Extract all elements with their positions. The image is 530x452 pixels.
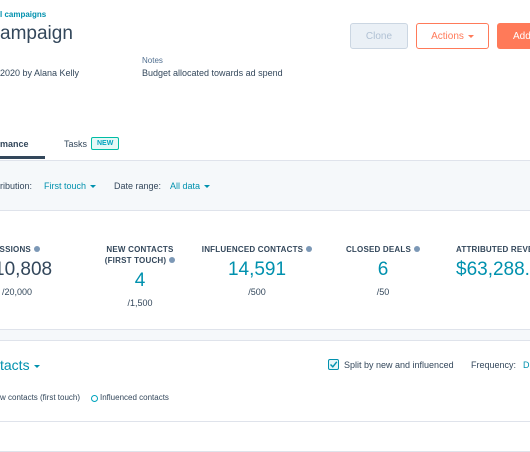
notes-label: Notes — [142, 56, 163, 65]
stat-goal: /20,000 — [2, 287, 33, 297]
tab-underline — [0, 156, 45, 159]
stat-revenue: ATTRIBUTED REVEN $63,288. — [456, 244, 530, 281]
divider — [0, 421, 530, 422]
stat-label: CLOSED DEALS — [338, 244, 428, 255]
stat-label-text: NEW CONTACTS (FIRST TOUCH) — [104, 245, 174, 265]
legend-item: w contacts (first touch) — [0, 393, 81, 402]
stat-value: 6 — [377, 259, 389, 280]
date-range-label: Date range: — [114, 181, 162, 191]
stat-value: $63,288. — [456, 259, 530, 280]
breadcrumb[interactable]: l campaigns — [0, 10, 47, 19]
stat-label: NEW CONTACTS (FIRST TOUCH) — [92, 244, 188, 266]
add-button[interactable]: Add — [497, 23, 530, 49]
stat-label-text: CLOSED DEALS — [345, 245, 412, 254]
info-icon — [414, 246, 421, 252]
frequency-label: Frequency: — [471, 360, 517, 370]
stat-sessions: ESSIONS 10,808 /20,000 — [0, 244, 54, 297]
checkbox[interactable] — [328, 359, 339, 370]
chart-card: tacts Split by new and influenced Freque… — [0, 340, 530, 452]
check-icon — [330, 361, 338, 368]
frequency-dropdown[interactable]: D — [523, 360, 530, 370]
stat-goal: /1,500 — [127, 298, 153, 308]
date-range-value: All data — [170, 181, 201, 191]
header-area: l campaigns ampaign 2020 by Alana Kelly … — [0, 0, 530, 161]
actions-button[interactable]: Actions — [416, 23, 489, 49]
info-icon — [33, 246, 40, 252]
info-icon — [169, 257, 176, 263]
stat-label: INFLUENCED CONTACTS — [196, 244, 318, 255]
stat-value: 10,808 — [0, 259, 53, 280]
notes-text: Budget allocated towards ad spend — [142, 68, 283, 78]
stat-value: 4 — [134, 270, 146, 291]
stat-new-contacts: NEW CONTACTS (FIRST TOUCH) 4 /1,500 — [92, 244, 188, 308]
new-badge: NEW — [91, 137, 120, 150]
section-dropdown[interactable]: tacts — [0, 357, 40, 373]
stat-influenced: INFLUENCED CONTACTS 14,591 /500 — [196, 244, 318, 297]
created-meta: 2020 by Alana Kelly — [0, 68, 80, 78]
stat-goal: /50 — [376, 287, 390, 297]
legend-marker — [91, 395, 98, 402]
stat-label: ESSIONS — [0, 244, 54, 255]
page: l campaigns ampaign 2020 by Alana Kelly … — [0, 0, 530, 442]
tab-tasks[interactable]: Tasks — [64, 139, 88, 149]
stat-label-text: ATTRIBUTED REVEN — [456, 245, 530, 254]
attribution-value: First touch — [44, 181, 87, 191]
stat-label-text: ESSIONS — [0, 245, 31, 254]
legend-item: Influenced contacts — [100, 393, 169, 402]
attribution-label: ribution: — [0, 181, 33, 191]
stats-card: ESSIONS 10,808 /20,000 NEW CONTACTS (FIR… — [0, 210, 530, 330]
clone-button[interactable]: Clone — [350, 23, 408, 49]
attribution-dropdown[interactable]: First touch — [44, 181, 96, 191]
stat-value: 14,591 — [227, 259, 287, 280]
checkbox-label: Split by new and influenced — [344, 360, 454, 370]
stat-label-text: INFLUENCED CONTACTS — [201, 245, 304, 254]
info-icon — [306, 246, 313, 252]
date-range-dropdown[interactable]: All data — [170, 181, 210, 191]
actions-label: Actions — [431, 30, 464, 42]
section-title: tacts — [0, 357, 30, 373]
tab-performance[interactable]: mance — [0, 139, 29, 149]
stat-closed-deals: CLOSED DEALS 6 /50 — [338, 244, 428, 297]
stat-goal: /500 — [248, 287, 266, 297]
page-title: ampaign — [0, 23, 73, 44]
